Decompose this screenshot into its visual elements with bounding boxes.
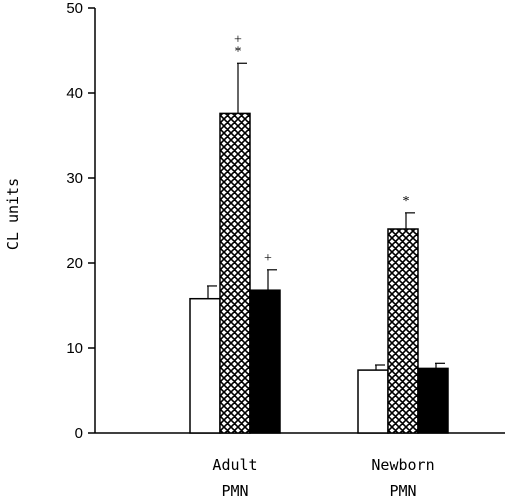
y-tick-label: 30 (66, 170, 83, 187)
bar (417, 367, 449, 434)
y-tick-label: 50 (66, 0, 83, 17)
y-tick-label: 40 (66, 85, 83, 102)
category-label-line2: PMN (221, 482, 248, 500)
category-label-line1: Adult (212, 456, 257, 474)
bar (219, 112, 251, 434)
significance-marker: * (235, 44, 242, 59)
y-tick-label: 0 (75, 425, 83, 442)
y-ticks: 0 10 20 30 40 50 (66, 0, 95, 442)
significance-marker: * (403, 194, 410, 209)
category-label-line1: Newborn (371, 456, 434, 474)
bar (249, 289, 281, 434)
category-labels: Adult PMN Newborn PMN (212, 456, 434, 500)
significance-marker: + (234, 32, 242, 47)
category-label-line2: PMN (389, 482, 416, 500)
y-tick-label: 20 (66, 255, 83, 272)
significance-marker: + (264, 251, 272, 266)
bar (189, 297, 221, 434)
bar (357, 369, 389, 434)
y-tick-label: 10 (66, 340, 83, 357)
bar (387, 228, 419, 434)
bars: *+*+ (189, 32, 449, 434)
y-axis-label: CL units (4, 178, 22, 250)
